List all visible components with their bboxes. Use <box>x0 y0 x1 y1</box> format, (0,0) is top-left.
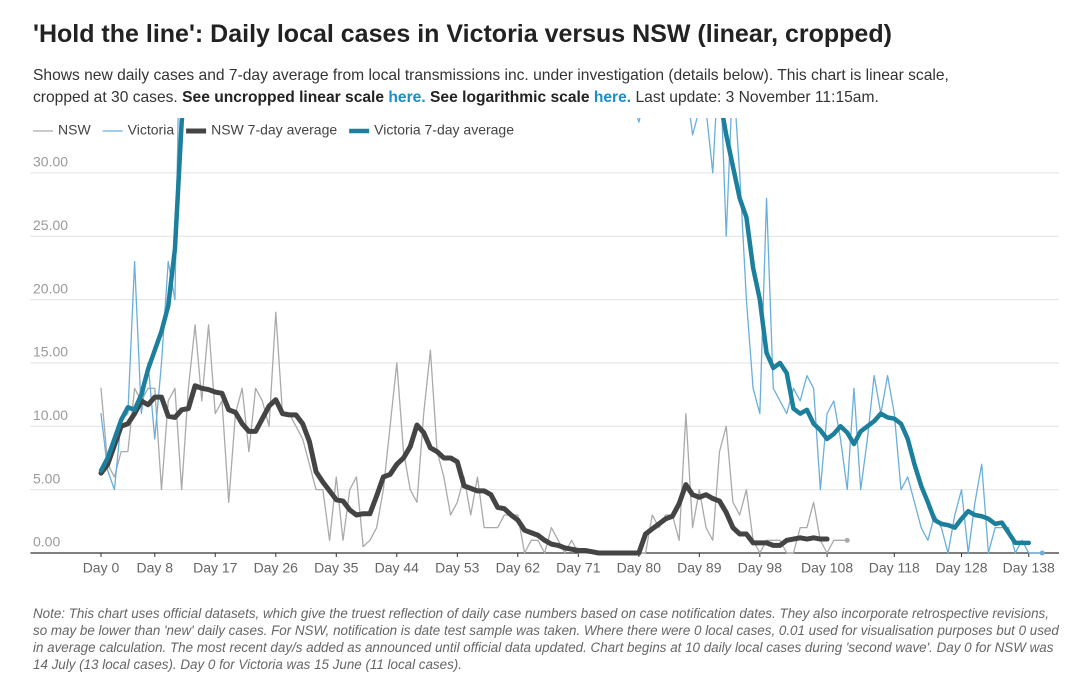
grid: 0.00 5.00 10.00 15.00 20.00 25.00 30.00 Day 0 Da… <box>30 154 1059 576</box>
x-tick-label: Day 89 <box>677 560 722 576</box>
series-line <box>100 311 848 554</box>
chart: 0.00 5.00 10.00 15.00 20.00 25.00 30.00 Day 0 Da… <box>30 118 1059 576</box>
x-tick-label: Day 138 <box>1003 560 1055 576</box>
x-tick-label: Day 0 <box>83 560 120 576</box>
legend-label: Victoria <box>128 122 175 138</box>
y-tick-label: 25.00 <box>33 217 68 233</box>
x-tick-label: Day 26 <box>254 560 299 576</box>
series-line <box>98 118 1031 546</box>
x-tick-label: Day 128 <box>935 560 987 576</box>
subtitle-text: cropped at 30 cases. <box>33 89 178 106</box>
y-tick-label: 15.00 <box>33 344 68 360</box>
x-tick-label: Day 62 <box>496 560 541 576</box>
end-marker <box>844 537 850 543</box>
x-tick-label: Day 35 <box>314 560 359 576</box>
end-marker <box>1039 550 1045 556</box>
subtitle-bold: See uncropped linear scale <box>182 89 385 106</box>
legend: NSW Victoria NSW 7-day average Victoria 7-d… <box>33 122 514 138</box>
chart-note: Note: This chart uses official datasets,… <box>33 606 1059 672</box>
subtitle-bold: See logarithmic scale <box>430 89 590 106</box>
subtitle-link[interactable]: here. <box>593 89 632 106</box>
subtitle-text: Last update: 3 November 11:15am. <box>635 89 879 106</box>
y-tick-label: 0.00 <box>33 534 60 550</box>
x-tick-label: Day 71 <box>556 560 601 576</box>
x-tick-label: Day 118 <box>869 560 920 576</box>
legend-label: NSW <box>58 122 91 138</box>
x-tick-label: Day 44 <box>375 560 420 576</box>
x-tick-label: Day 98 <box>738 560 783 576</box>
legend-label: Victoria 7-day average <box>374 122 514 138</box>
subtitle-link[interactable]: here. <box>388 89 426 106</box>
x-tick-label: Day 108 <box>801 560 853 576</box>
x-tick-label: Day 53 <box>435 560 480 576</box>
x-tick-label: Day 17 <box>193 560 238 576</box>
y-tick-label: 20.00 <box>33 280 68 296</box>
plot-area <box>98 118 1045 556</box>
y-tick-label: 30.00 <box>33 154 68 170</box>
series-line <box>98 383 830 556</box>
y-tick-label: 10.00 <box>33 407 68 423</box>
series-line <box>100 118 1043 554</box>
y-tick-label: 5.00 <box>33 470 60 486</box>
chart-title: 'Hold the line': Daily local cases in Vi… <box>33 20 892 48</box>
x-tick-label: Day 8 <box>136 560 173 576</box>
chart-subtitle: Shows new daily cases and 7-day average … <box>33 65 949 109</box>
subtitle-text: Shows new daily cases and 7-day average … <box>33 67 949 84</box>
legend-label: NSW 7-day average <box>211 122 337 138</box>
x-tick-label: Day 80 <box>617 560 662 576</box>
